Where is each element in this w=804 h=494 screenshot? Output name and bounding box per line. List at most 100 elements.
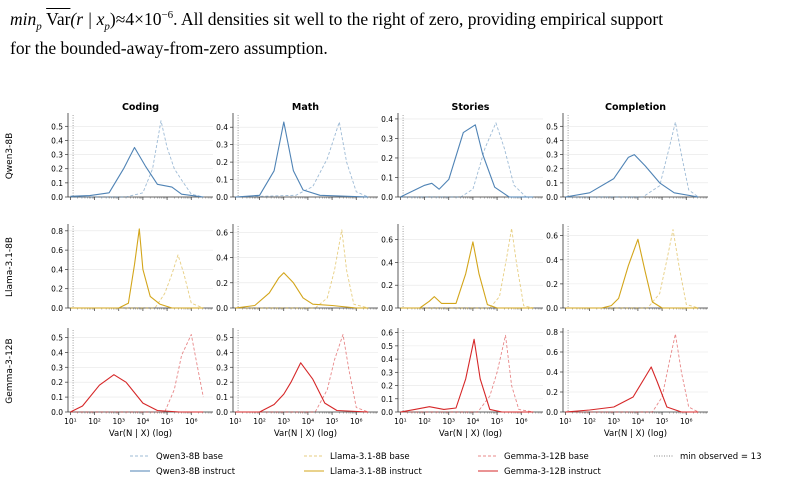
panel-2-2-ytick-label: 0.2	[381, 382, 393, 391]
panel-2-1-ytick-label: 0.3	[216, 363, 228, 372]
panel-2-0-ytick-label: 0.0	[51, 408, 63, 417]
panel-1-2-ytick-label: 0.4	[381, 258, 393, 267]
panel-1-1-ytick-label: 0.2	[216, 279, 228, 288]
panel-2-2-ytick-label: 0.3	[381, 368, 393, 377]
panel-2-2-xtick-label: 10⁶	[515, 417, 528, 426]
column-title-completion: Completion	[605, 102, 666, 113]
panel-2-1-ytick-label: 0.4	[216, 348, 228, 357]
column-title-coding: Coding	[122, 102, 159, 113]
panel-0-0-ytick-label: 0.2	[51, 165, 63, 174]
panel-2-1-xlabel: Var(N | X) (log)	[274, 429, 337, 439]
panel-1-3-ytick-label: 0.2	[546, 280, 558, 289]
panel-0-2-ytick-label: 0.3	[381, 134, 393, 143]
panel-2-2-ytick-label: 0.1	[381, 395, 393, 404]
panel-1-3-ytick-label: 0.4	[546, 256, 558, 265]
panel-1-3-ytick-label: 0.0	[546, 304, 558, 313]
panel-2-3-xtick-label: 10³	[607, 417, 620, 426]
panel-2-0-xtick-label: 10⁶	[185, 417, 198, 426]
approx-value: )≈4×10	[109, 8, 162, 29]
panel-2-1-xtick-label: 10¹	[229, 417, 242, 426]
panel-1-1-instruct-curve	[235, 272, 369, 309]
panel-2-1-instruct-curve	[235, 362, 369, 413]
panel-0-3-ytick-label: 0.3	[546, 151, 558, 160]
panel-0-3-ytick-label: 0.5	[546, 122, 558, 131]
panel-0-0-instruct-curve	[70, 146, 204, 198]
panel-2-2-ytick-label: 0.4	[381, 355, 393, 364]
panel-0-1-ytick-label: 0.1	[216, 176, 228, 185]
panel-1-0-ytick-label: 0.2	[51, 285, 63, 294]
column-title-math: Math	[292, 102, 319, 113]
panel-2-3-xtick-label: 10²	[583, 417, 596, 426]
panel-0-3-ytick-label: 0.0	[546, 193, 558, 202]
panel-2-2-xtick-label: 10⁵	[491, 417, 504, 426]
panel-2-2-xtick-label: 10⁴	[467, 417, 480, 426]
caption-text: minp Var(r | xp)≈4×10−6. All densities s…	[10, 4, 800, 59]
panel-1-0-base-curve	[70, 254, 204, 309]
panel-1-3-ytick-label: 0.6	[546, 232, 558, 241]
panel-0-3-base-curve	[565, 121, 699, 198]
panel-1-0-ytick-label: 0.0	[51, 304, 63, 313]
row-label-gemma-3-12b: Gemma-3-12B	[5, 338, 15, 403]
panel-2-0-xtick-label: 10⁵	[161, 417, 174, 426]
panel-2-0-ytick-label: 0.1	[51, 393, 63, 402]
panel-1-0-ytick-label: 0.8	[51, 227, 63, 236]
panel-0-2-ytick-label: 0.1	[381, 173, 393, 182]
panel-0-2-ytick-label: 0.2	[381, 154, 393, 163]
panel-0-3-ytick-label: 0.4	[546, 136, 558, 145]
panel-0-3-ytick-label: 0.2	[546, 165, 558, 174]
panel-1-1-base-curve	[235, 229, 369, 309]
panel-0-2-ytick-label: 0.0	[381, 193, 393, 202]
panel-0-1-instruct-curve	[235, 121, 369, 198]
panel-1-1-ytick-label: 0.4	[216, 254, 228, 263]
panel-2-1-base-curve	[235, 334, 369, 413]
panel-0-0-ytick-label: 0.4	[51, 136, 63, 145]
panel-2-3-xtick-label: 10¹	[559, 417, 572, 426]
panel-2-0-ytick-label: 0.3	[51, 363, 63, 372]
panel-0-0-ytick-label: 0.1	[51, 179, 63, 188]
panel-1-0-ytick-label: 0.6	[51, 246, 63, 255]
panel-2-1-xtick-label: 10³	[277, 417, 290, 426]
panel-2-1-ytick-label: 0.5	[216, 333, 228, 342]
panel-2-1-ytick-label: 0.0	[216, 408, 228, 417]
panel-2-0-instruct-curve	[70, 374, 204, 413]
panel-0-1-base-curve	[235, 121, 369, 198]
panel-0-2-base-curve	[400, 122, 534, 198]
panel-2-2-base-curve	[400, 334, 534, 413]
panel-2-3-instruct-curve	[565, 366, 699, 413]
panel-1-0-ytick-label: 0.4	[51, 265, 63, 274]
panel-0-0-ytick-label: 0.3	[51, 151, 63, 160]
panel-2-2-ytick-label: 0.5	[381, 342, 393, 351]
panel-2-1-ytick-label: 0.1	[216, 393, 228, 402]
legend-label-1: Qwen3-8B instruct	[156, 467, 236, 477]
legend-label-0: Qwen3-8B base	[156, 452, 223, 462]
var-subscript: p	[104, 20, 110, 33]
panel-1-2-ytick-label: 0.2	[381, 281, 393, 290]
panel-2-2-ytick-label: 0.0	[381, 408, 393, 417]
panel-2-3-xtick-label: 10⁴	[632, 417, 645, 426]
var-hat: Var	[46, 8, 71, 29]
panel-1-1-ytick-label: 0.6	[216, 228, 228, 237]
min-subscript: p	[36, 20, 42, 33]
panel-2-2-ytick-label: 0.6	[381, 329, 393, 338]
row-label-llama-3.1-8b: Llama-3.1-8B	[5, 237, 15, 297]
panel-0-1-ytick-label: 0.0	[216, 193, 228, 202]
panel-2-1-xtick-label: 10⁶	[350, 417, 363, 426]
panel-2-1-ytick-label: 0.2	[216, 378, 228, 387]
column-title-stories: Stories	[452, 102, 490, 113]
panel-2-3-ytick-label: 0.6	[546, 348, 558, 357]
panel-0-0-base-curve	[70, 120, 204, 198]
min-operator: min	[10, 8, 37, 29]
panel-0-3-instruct-curve	[565, 154, 699, 198]
panel-2-3-ytick-label: 0.4	[546, 368, 558, 377]
row-label-qwen3-8b: Qwen3-8B	[5, 133, 15, 180]
panel-2-2-xtick-label: 10³	[442, 417, 455, 426]
panel-2-3-xtick-label: 10⁵	[656, 417, 669, 426]
caption-line-2: for the bounded-away-from-zero assumptio…	[10, 38, 328, 59]
panel-1-1-ytick-label: 0.0	[216, 304, 228, 313]
panel-2-3-ytick-label: 0.2	[546, 388, 558, 397]
panel-2-2-xtick-label: 10¹	[394, 417, 407, 426]
panel-1-2-ytick-label: 0.6	[381, 236, 393, 245]
panel-2-3-base-curve	[565, 333, 699, 413]
panel-2-0-ytick-label: 0.5	[51, 333, 63, 342]
